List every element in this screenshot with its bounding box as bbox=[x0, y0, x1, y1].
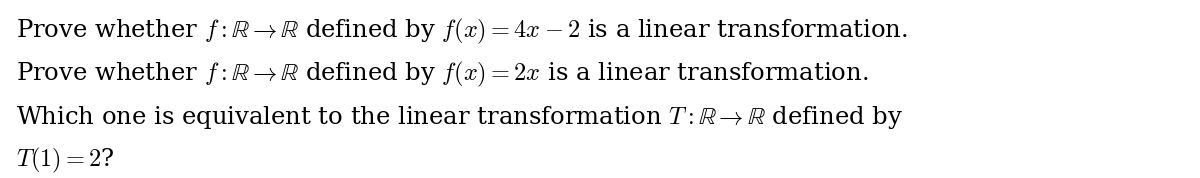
Text: Which one is equivalent to the linear transformation $T : \mathbb{R} \rightarrow: Which one is equivalent to the linear tr… bbox=[16, 104, 902, 131]
Text: Prove whether $f : \mathbb{R} \rightarrow \mathbb{R}$ defined by $f(x) = 2x$ is : Prove whether $f : \mathbb{R} \rightarro… bbox=[16, 60, 868, 89]
Text: Prove whether $f : \mathbb{R} \rightarrow \mathbb{R}$ defined by $f(x) = 4x - 2$: Prove whether $f : \mathbb{R} \rightarro… bbox=[16, 17, 907, 46]
Text: $T(1) = 2$?: $T(1) = 2$? bbox=[16, 145, 114, 174]
